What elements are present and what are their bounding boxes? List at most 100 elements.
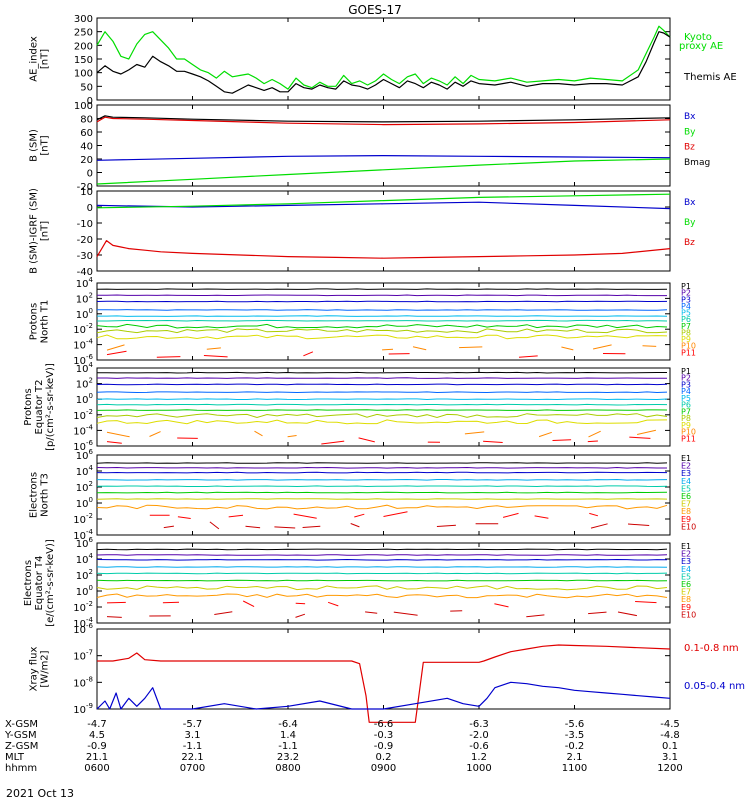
y-tick-label: 10-4: [73, 423, 93, 437]
flux-line-e6: [97, 580, 667, 581]
flux-segment-e9: [503, 513, 518, 517]
series-line-by: [97, 159, 670, 184]
x-axis-row-label: Y-GSM: [4, 730, 37, 741]
date-label: 2021 Oct 13: [6, 787, 74, 800]
flux-segment-e10: [351, 524, 360, 527]
y-tick-label: 10: [80, 187, 93, 198]
flux-line-p7: [97, 324, 667, 328]
flux-segment-p11: [107, 351, 127, 354]
y-tick-label: 102: [76, 291, 93, 305]
y-tick-label: 10-6: [73, 622, 93, 636]
x-axis-row-value: 1000: [466, 763, 491, 774]
flux-segment-e10: [214, 612, 232, 615]
flux-segment-p10: [413, 347, 426, 350]
flux-line-e5: [97, 486, 667, 487]
y-tick-label: -20: [77, 235, 93, 246]
x-axis-row-label: X-GSM: [5, 719, 38, 730]
flux-line-e6: [97, 492, 667, 493]
y-tick-label: 50: [80, 82, 93, 93]
legend-entry: Bx: [684, 112, 696, 122]
y-tick-label: 40: [80, 142, 93, 153]
y-axis-label: [W/m2]: [40, 650, 51, 687]
panel-frame: [97, 105, 670, 186]
panel-frame: [97, 368, 670, 446]
y-tick-label: -10: [77, 219, 93, 230]
flux-segment-e9: [294, 514, 317, 518]
y-axis-label: Protons: [23, 388, 34, 425]
flux-line-p4: [97, 310, 667, 311]
x-axis-row-value: 3.1: [185, 730, 201, 741]
flux-line-e3: [97, 472, 667, 473]
series-line-bx: [97, 156, 670, 161]
flux-segment-p10: [465, 432, 484, 434]
flux-line-p6: [97, 320, 667, 321]
flux-segment-e10: [365, 612, 377, 613]
y-tick-label: 104: [76, 361, 94, 375]
flux-line-e1: [97, 463, 667, 464]
y-axis-label: AE_index: [29, 36, 40, 82]
y-tick-label: 106: [76, 448, 94, 462]
panel-2: [97, 105, 670, 186]
flux-segment-e10: [526, 615, 544, 617]
flux-segment-e10: [210, 522, 219, 529]
flux-line-p7: [97, 410, 667, 411]
x-axis-row-value: 22.1: [181, 752, 203, 763]
x-axis-row-value: -2.0: [469, 730, 489, 741]
x-axis-row-value: 23.2: [277, 752, 299, 763]
legend-entry: P11: [681, 434, 696, 443]
y-tick-label: 104: [76, 464, 94, 478]
legend-entry: Bz: [684, 238, 695, 248]
y-axis-label: North T3: [40, 473, 51, 517]
flux-segment-p10: [207, 348, 221, 349]
flux-segment-e9: [354, 514, 364, 517]
x-axis-row-value: 1.4: [280, 730, 296, 741]
y-tick-label: 100: [76, 392, 93, 406]
y-tick-label: 10-7: [73, 649, 93, 663]
y-axis-label: Electrons: [29, 472, 40, 518]
x-axis-row-value: -0.3: [374, 730, 394, 741]
y-tick-label: 10-4: [73, 338, 93, 352]
plot-title: GOES-17: [348, 3, 402, 17]
y-tick-label: 100: [76, 307, 93, 321]
flux-line-p6: [97, 404, 667, 405]
flux-segment-p10: [107, 345, 125, 350]
x-axis-row-value: 0.1: [662, 741, 678, 752]
y-tick-label: 100: [76, 584, 93, 598]
flux-line-e1: [97, 549, 667, 550]
flux-line-e2: [97, 468, 667, 469]
flux-segment-e9: [535, 516, 549, 518]
series-line-themis-ae: [97, 32, 670, 93]
x-axis-row-value: 1200: [657, 763, 682, 774]
y-tick-label: 10-2: [73, 408, 93, 422]
flux-segment-e10: [588, 612, 606, 614]
y-tick-label: 0: [87, 169, 93, 180]
y-tick-label: 150: [74, 55, 93, 66]
flux-line-p9: [97, 335, 667, 339]
flux-segment-e9: [635, 602, 656, 603]
flux-segment-p11: [303, 352, 313, 356]
flux-segment-e10: [618, 612, 637, 616]
series-line-bz: [97, 241, 670, 259]
y-tick-label: 102: [76, 377, 93, 391]
x-axis-row-value: 1.2: [471, 752, 487, 763]
x-axis-row-value: -4.7: [87, 719, 107, 730]
flux-segment-e10: [296, 614, 305, 617]
flux-segment-p10: [255, 431, 263, 436]
x-axis-row-value: 1100: [562, 763, 587, 774]
flux-segment-e9: [296, 603, 305, 604]
y-tick-label: 0: [87, 203, 93, 214]
x-axis-row-value: -1.1: [183, 741, 203, 752]
flux-segment-e10: [437, 525, 456, 526]
y-tick-label: -30: [77, 251, 93, 262]
legend-entry: 0.05-0.4 nm: [684, 681, 745, 692]
legend-entry: Bz: [684, 143, 695, 153]
legend-entry: proxy AE: [679, 41, 723, 52]
flux-line-p4: [97, 392, 667, 393]
flux-segment-p11: [588, 441, 598, 442]
flux-line-p2: [97, 295, 667, 296]
flux-line-p5: [97, 316, 667, 317]
y-tick-label: 106: [76, 536, 94, 550]
